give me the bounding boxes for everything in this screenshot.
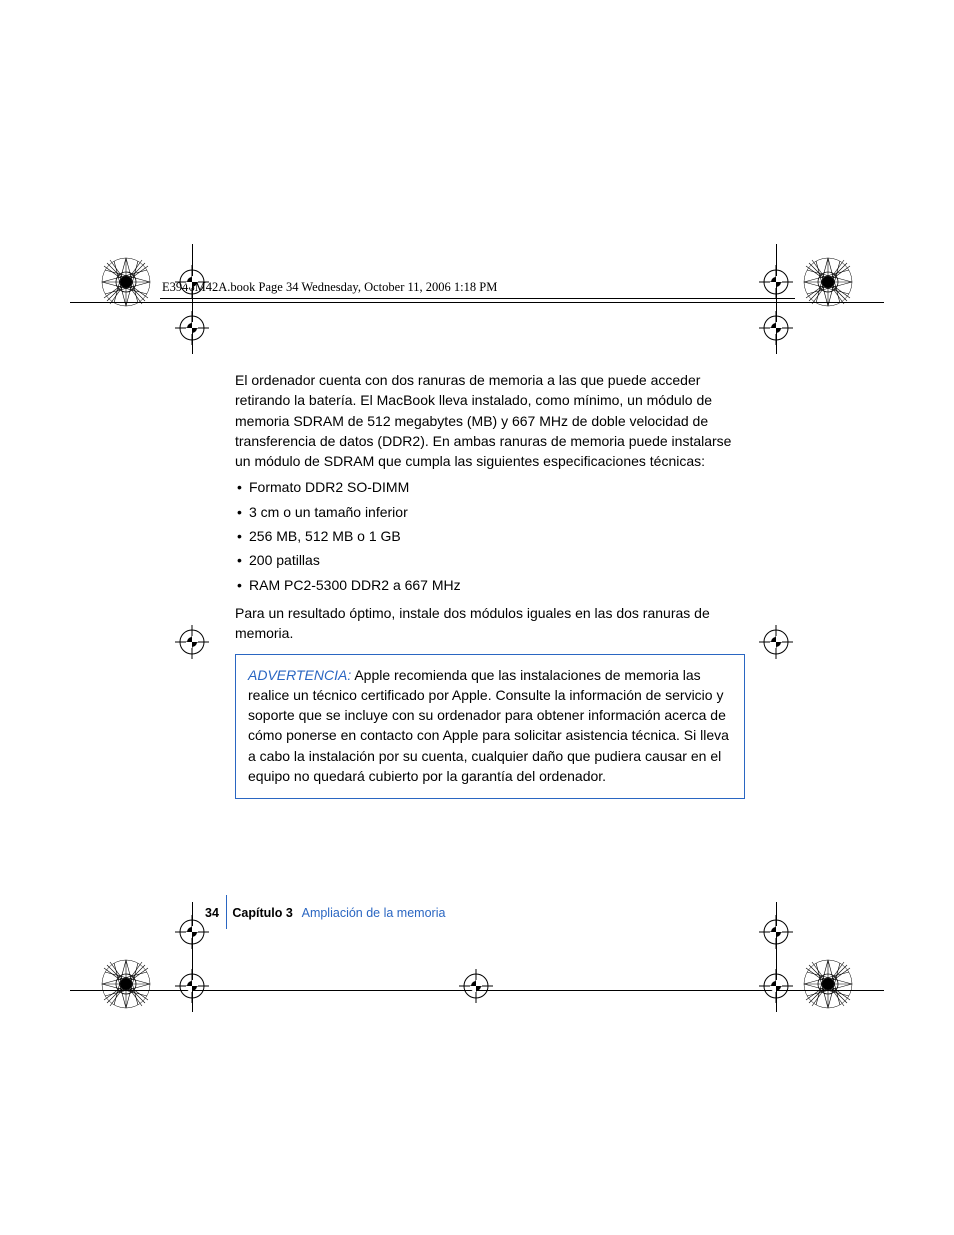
list-item: RAM PC2-5300 DDR2 a 667 MHz	[235, 575, 745, 595]
body-content: El ordenador cuenta con dos ranuras de m…	[235, 370, 745, 799]
registration-crosshair-icon	[172, 622, 212, 662]
registration-crosshair-icon	[172, 308, 212, 348]
chapter-label: Capítulo 3	[232, 906, 292, 920]
registration-rosette-icon	[802, 256, 854, 308]
warning-box: ADVERTENCIA: Apple recomienda que las in…	[235, 654, 745, 800]
list-item: Formato DDR2 SO-DIMM	[235, 477, 745, 497]
chapter-title: Ampliación de la memoria	[302, 906, 446, 920]
registration-rosette-icon	[100, 958, 152, 1010]
registration-crosshair-icon	[756, 912, 796, 952]
page-footer: 34 Capítulo 3 Ampliación de la memoria	[205, 906, 445, 920]
registration-crosshair-icon	[172, 912, 212, 952]
list-item: 256 MB, 512 MB o 1 GB	[235, 526, 745, 546]
registration-crosshair-icon	[756, 308, 796, 348]
registration-crosshair-icon	[172, 966, 212, 1006]
registration-rosette-icon	[100, 256, 152, 308]
registration-crosshair-icon	[756, 262, 796, 302]
registration-crosshair-icon	[756, 966, 796, 1006]
registration-crosshair-icon	[172, 262, 212, 302]
warning-text: Apple recomienda que las instalaciones d…	[248, 667, 729, 784]
warning-label: ADVERTENCIA:	[248, 667, 351, 683]
list-item: 3 cm o un tamaño inferior	[235, 502, 745, 522]
intro-paragraph: El ordenador cuenta con dos ranuras de m…	[235, 370, 745, 471]
running-head: E3946M42A.book Page 34 Wednesday, Octobe…	[162, 280, 497, 295]
list-item: 200 patillas	[235, 550, 745, 570]
registration-crosshair-icon	[456, 966, 496, 1006]
spec-list: Formato DDR2 SO-DIMM 3 cm o un tamaño in…	[235, 477, 745, 594]
header-rule	[160, 298, 795, 299]
registration-crosshair-icon	[756, 622, 796, 662]
registration-rosette-icon	[802, 958, 854, 1010]
post-bullets-paragraph: Para un resultado óptimo, instale dos mó…	[235, 603, 745, 644]
